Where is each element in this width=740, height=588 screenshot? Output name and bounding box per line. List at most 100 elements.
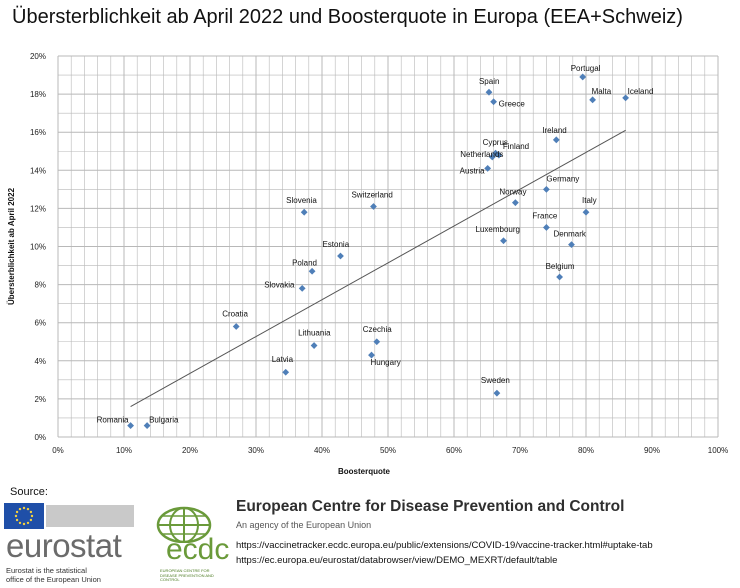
point-label: Czechia: [363, 325, 392, 334]
ecdc-small-text: European Centre for Disease Prevention a…: [160, 568, 214, 582]
y-tick-label: 8%: [34, 281, 46, 290]
eu-star-icon: [15, 518, 19, 522]
point-label: Luxembourg: [476, 225, 520, 234]
ecdc-logo: ecdc European Centre for Disease Prevent…: [146, 503, 230, 583]
ecdc-wordmark: ecdc: [166, 533, 230, 566]
data-point: [484, 164, 492, 172]
point-label: Spain: [479, 77, 499, 86]
eu-star-icon: [15, 510, 19, 514]
data-point: [373, 338, 381, 346]
point-label: Italy: [582, 196, 597, 205]
eu-star-icon: [29, 518, 33, 522]
ecdc-globe-icon: [156, 506, 212, 543]
point-label: Portugal: [571, 64, 601, 73]
data-point: [552, 136, 560, 144]
eurostat-tagline: office of the European Union: [6, 575, 101, 584]
point-label: Slovenia: [286, 196, 317, 205]
x-tick-label: 30%: [248, 446, 264, 455]
data-point: [495, 151, 503, 159]
x-tick-label: 50%: [380, 446, 396, 455]
point-label: Cyprus: [483, 138, 508, 147]
data-point: [282, 368, 290, 376]
data-point: [568, 241, 575, 248]
y-tick-label: 14%: [30, 166, 46, 175]
point-label: Belgium: [546, 262, 575, 271]
x-tick-label: 90%: [644, 446, 660, 455]
data-points: [127, 73, 629, 429]
y-tick-label: 18%: [30, 90, 46, 99]
eu-star-icon: [22, 506, 26, 510]
eu-star-icon: [29, 510, 33, 514]
y-tick-label: 10%: [30, 243, 46, 252]
data-point: [622, 94, 629, 102]
point-labels: Portugal Spain Greece Malta Iceland Ireland Cy…: [97, 64, 654, 425]
chart-title: Übersterblichkeit ab April 2022 und Boos…: [12, 6, 683, 28]
data-point: [308, 267, 316, 275]
point-label: Germany: [546, 174, 579, 183]
eu-star-icon: [14, 514, 18, 518]
data-point: [300, 208, 308, 216]
data-point: [582, 208, 590, 216]
grid: [57, 55, 719, 438]
eurostat-logo: eurostat Eurostat is the statistical off…: [4, 503, 136, 584]
data-point: [511, 199, 519, 207]
data-point: [556, 273, 563, 281]
source-label: Source:: [10, 486, 48, 498]
eu-star-icon: [26, 521, 30, 525]
y-tick-label: 6%: [34, 319, 46, 328]
data-point: [493, 389, 501, 397]
point-label: Netherlands: [460, 150, 503, 159]
point-label: Croatia: [222, 310, 248, 319]
point-label: Denmark: [553, 230, 586, 239]
eurostat-wordmark: eurostat: [6, 527, 122, 564]
x-tick-label: 70%: [512, 446, 528, 455]
point-label: Latvia: [272, 355, 294, 364]
x-tick-label: 20%: [182, 446, 198, 455]
point-label: Poland: [292, 258, 317, 267]
point-label: Austria: [460, 166, 485, 175]
eu-star-icon: [18, 521, 22, 525]
point-label: Sweden: [481, 376, 510, 385]
y-tick-label: 20%: [30, 52, 46, 61]
data-point: [143, 422, 151, 429]
data-point: [543, 185, 550, 193]
eurostat-tagline: Eurostat is the statistical: [6, 566, 87, 575]
point-label: Bulgaria: [149, 416, 179, 425]
point-label: Slovakia: [264, 280, 295, 289]
y-tick-label: 2%: [34, 395, 46, 404]
data-point: [543, 224, 550, 231]
eu-star-icon: [22, 522, 26, 526]
source-url-eurostat[interactable]: https://ec.europa.eu/eurostat/databrowse…: [236, 555, 558, 566]
data-point: [589, 96, 596, 104]
scatter-chart: 0% 10% 20% 30% 40% 50% 60% 70% 80% 90% 100% 0% 2% 4% 6…: [7, 52, 728, 476]
organization-subtitle: An agency of the European Union: [236, 520, 372, 530]
point-label: Finland: [503, 142, 529, 151]
source-url-vaccine-tracker[interactable]: https://vaccinetracker.ecdc.europa.eu/pu…: [236, 540, 653, 551]
point-label: Greece: [499, 100, 526, 109]
axis-ticks: 0% 10% 20% 30% 40% 50% 60% 70% 80% 90% 100% 0% 2% 4% 6…: [30, 52, 728, 455]
y-tick-label: 12%: [30, 204, 46, 213]
point-label: Malta: [592, 87, 612, 96]
eurostat-logo-bar: [46, 505, 134, 527]
point-label: Iceland: [628, 87, 654, 96]
point-label: Hungary: [371, 358, 401, 367]
data-point: [368, 351, 375, 359]
data-point: [579, 73, 587, 81]
y-tick-label: 16%: [30, 128, 46, 137]
data-point: [298, 285, 306, 292]
point-label: Ireland: [542, 126, 566, 135]
x-tick-label: 40%: [314, 446, 330, 455]
point-label: Switzerland: [351, 190, 392, 199]
y-tick-label: 4%: [34, 357, 46, 366]
eu-star-icon: [26, 507, 30, 511]
eu-flag-icon: [4, 503, 44, 529]
eu-stars-icon: [14, 506, 34, 526]
data-point: [490, 98, 497, 106]
eu-star-icon: [30, 514, 34, 518]
trendline-group: [130, 129, 626, 407]
x-tick-label: 100%: [708, 446, 728, 455]
data-point: [232, 323, 240, 330]
y-axis-label: Übersterblichkeit ab April 2022: [7, 187, 16, 305]
x-tick-label: 0%: [52, 446, 64, 455]
data-point: [337, 252, 344, 260]
